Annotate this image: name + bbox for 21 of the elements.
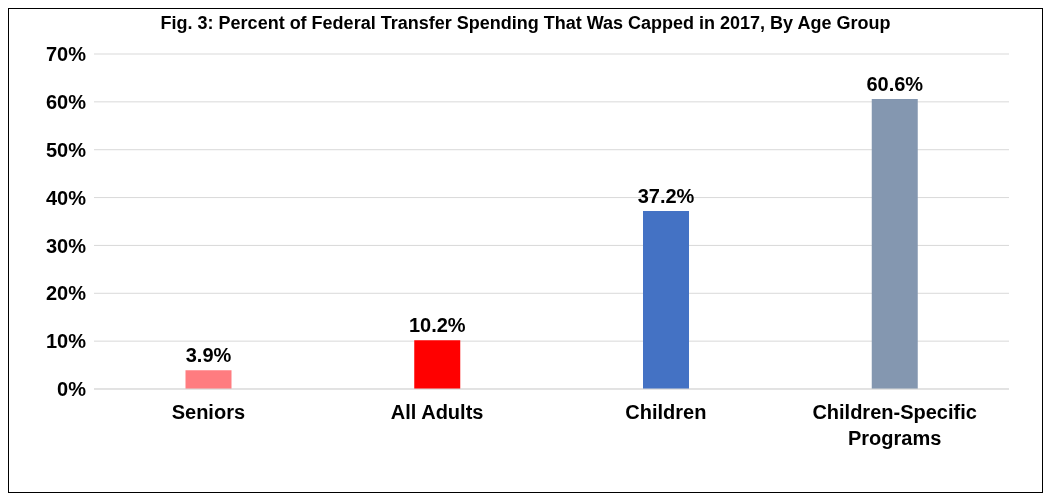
bar — [871, 98, 918, 389]
x-tick-label: All Adults — [390, 401, 484, 423]
x-tick-label: Children — [625, 401, 707, 423]
bar — [643, 210, 689, 389]
y-tick-label: 70% — [45, 43, 87, 66]
bar — [185, 370, 232, 389]
data-label: 3.9% — [185, 344, 232, 367]
y-tick-label: 0% — [57, 378, 87, 401]
y-tick-label: 10% — [45, 330, 87, 353]
y-tick-label: 40% — [45, 186, 87, 209]
y-tick-label: 50% — [45, 138, 87, 161]
data-label: 60.6% — [866, 72, 924, 95]
x-tick-label: Seniors — [171, 401, 246, 423]
x-tick-label: Children-Specific Programs — [812, 401, 977, 449]
chart-title: Fig. 3: Percent of Federal Transfer Spending That Was Capped in 2017, By Age Group — [159, 12, 892, 34]
bar — [414, 340, 461, 389]
y-tick-label: 60% — [45, 90, 87, 113]
y-tick-label: 20% — [45, 282, 87, 305]
y-tick-label: 30% — [45, 234, 87, 257]
data-label: 10.2% — [408, 314, 466, 337]
data-label: 37.2% — [637, 184, 695, 207]
